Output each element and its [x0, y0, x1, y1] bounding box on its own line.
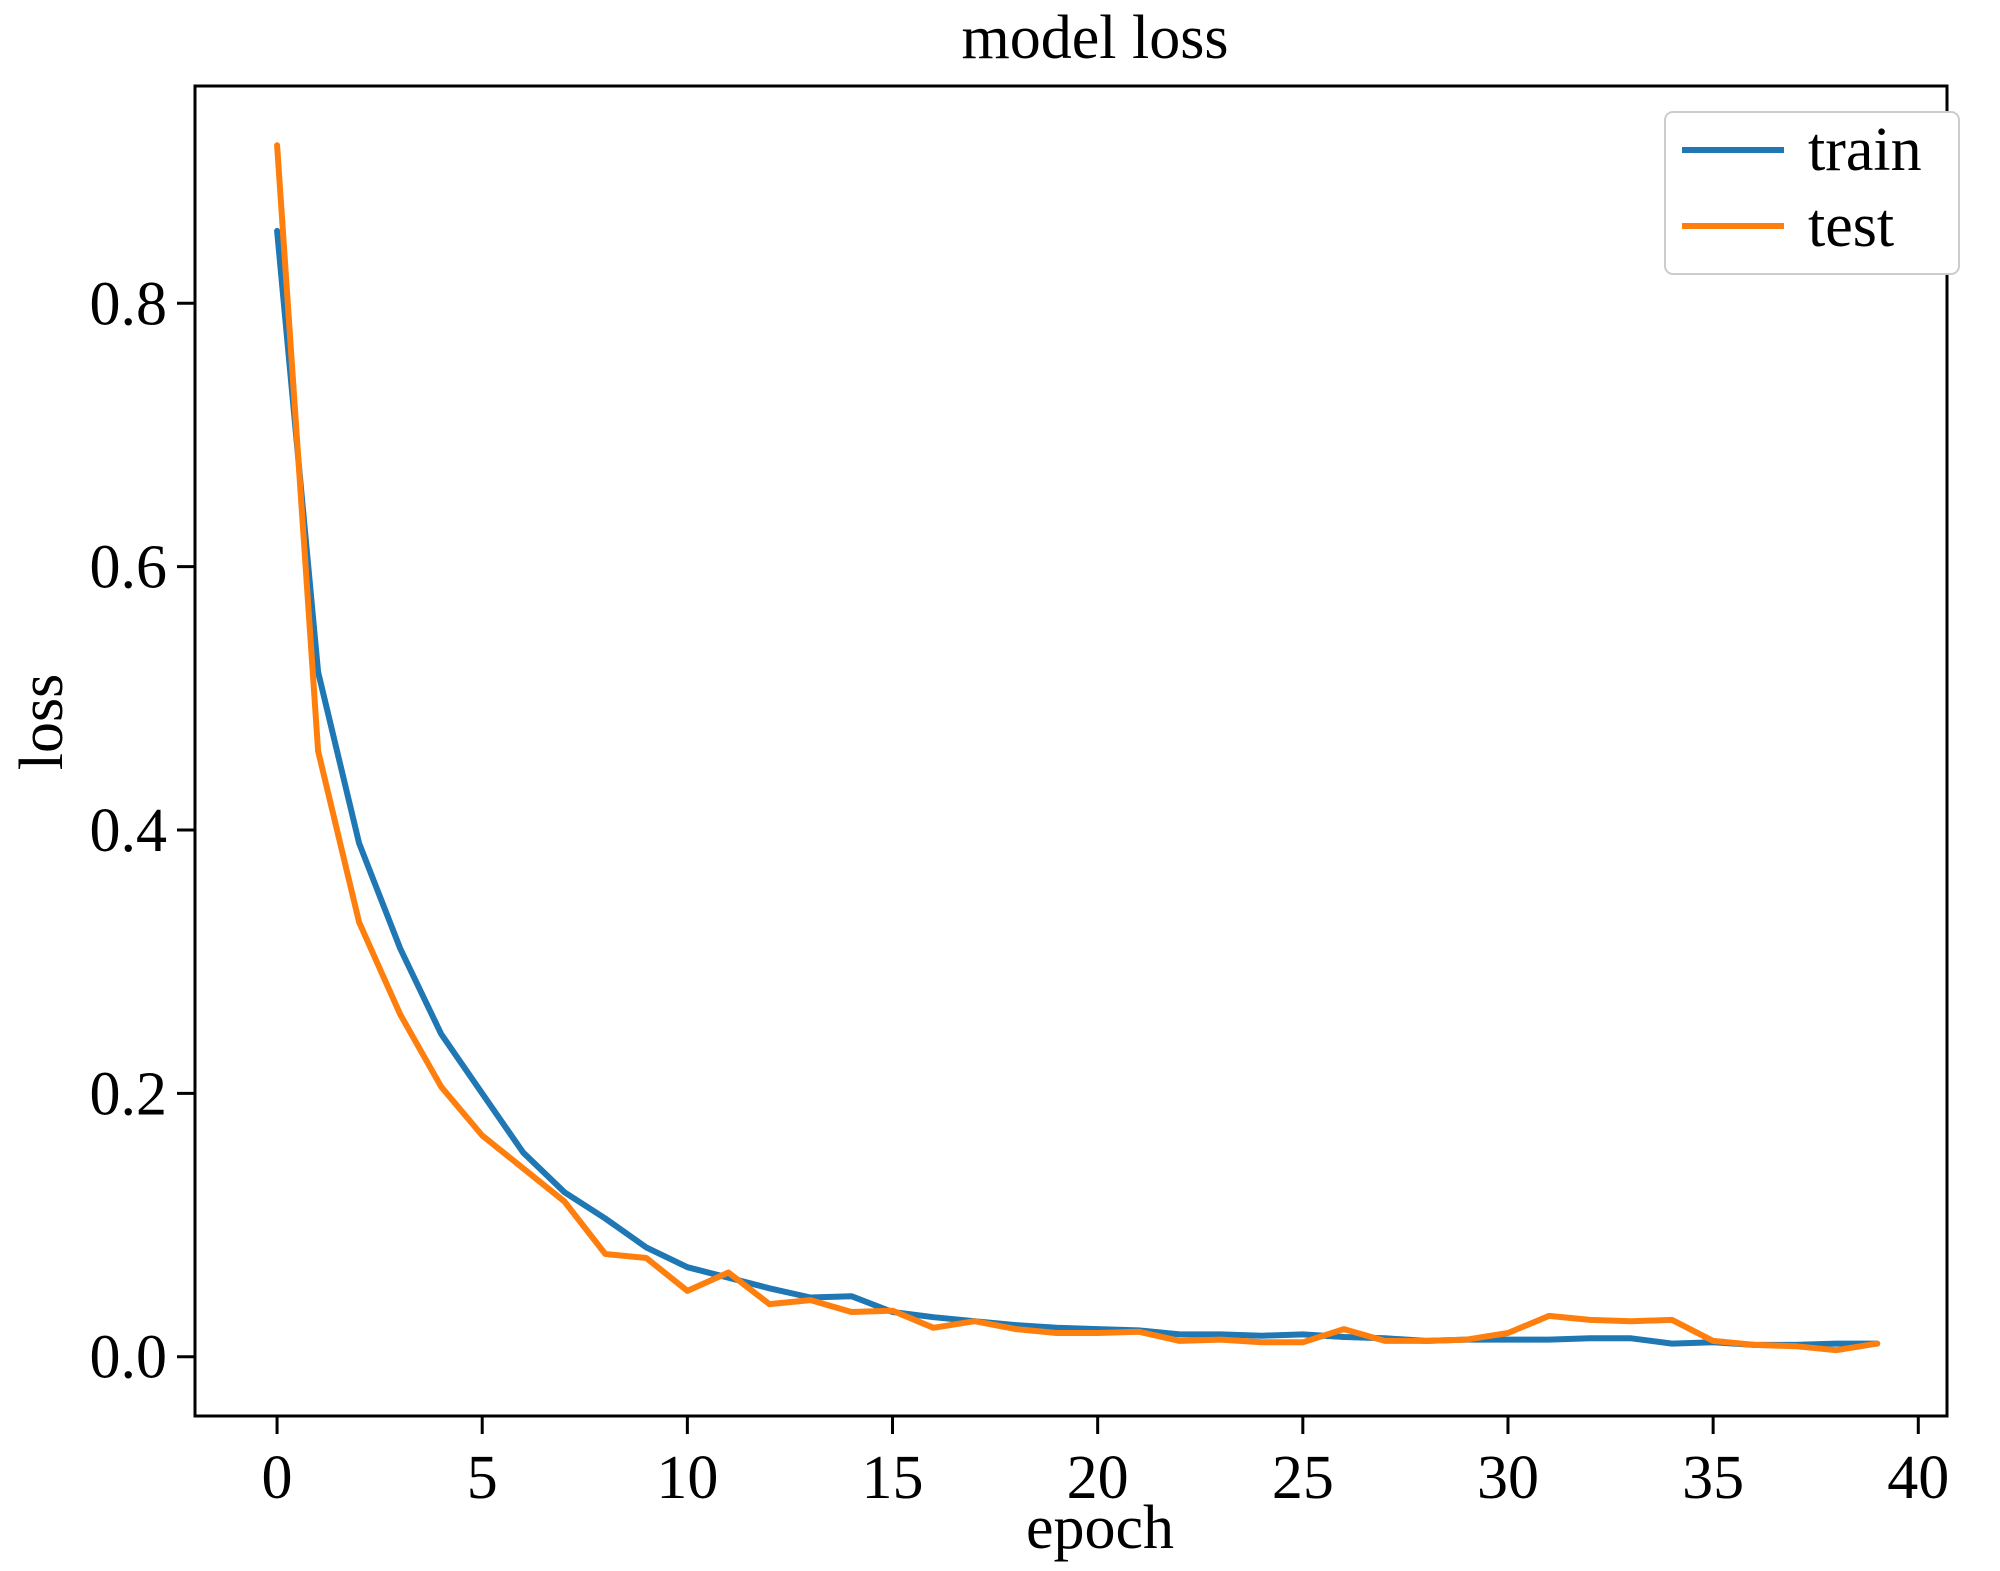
x-tick-label: 35 — [1682, 1444, 1744, 1512]
data-point-test — [1587, 1317, 1593, 1323]
data-point-train — [766, 1285, 772, 1291]
data-point-test — [1833, 1347, 1839, 1353]
data-point-test — [1382, 1338, 1388, 1344]
data-point-test — [1054, 1330, 1060, 1336]
data-point-test — [1177, 1338, 1183, 1344]
chart-title: model loss — [962, 4, 1229, 72]
y-axis-label: loss — [8, 674, 76, 770]
data-point-test — [438, 1084, 444, 1090]
series-layer — [274, 142, 1881, 1354]
data-point-train — [520, 1150, 526, 1156]
data-point-test — [397, 1011, 403, 1017]
data-point-test — [848, 1309, 854, 1315]
data-point-train — [397, 946, 403, 952]
data-point-train — [274, 228, 280, 234]
x-tick-label: 40 — [1887, 1444, 1949, 1512]
data-point-test — [1546, 1313, 1552, 1319]
plot-frame — [193, 84, 1949, 1418]
data-point-test — [643, 1255, 649, 1261]
data-point-test — [1464, 1337, 1470, 1343]
data-point-test — [1300, 1339, 1306, 1345]
legend-label-train: train — [1808, 116, 1922, 184]
x-tick-label: 20 — [1067, 1444, 1129, 1512]
data-point-train — [356, 840, 362, 846]
data-point-test — [1136, 1329, 1142, 1335]
data-point-test — [1669, 1317, 1675, 1323]
y-tick-label: 0.0 — [90, 1324, 168, 1392]
data-point-train — [1259, 1333, 1265, 1339]
data-point-test — [766, 1301, 772, 1307]
x-tick-label: 15 — [862, 1444, 924, 1512]
data-point-train — [1587, 1335, 1593, 1341]
legend-label-test: test — [1808, 192, 1894, 260]
data-point-test — [356, 919, 362, 925]
data-point-test — [520, 1165, 526, 1171]
data-point-train — [643, 1244, 649, 1250]
data-point-train — [1546, 1337, 1552, 1343]
data-point-test — [274, 142, 280, 148]
data-point-train — [1218, 1331, 1224, 1337]
x-tick-label: 10 — [656, 1444, 718, 1512]
y-tick-label: 0.6 — [90, 534, 168, 602]
data-point-train — [315, 669, 321, 675]
data-point-test — [931, 1325, 937, 1331]
data-point-test — [684, 1288, 690, 1294]
data-point-test — [1751, 1342, 1757, 1348]
data-point-test — [1874, 1341, 1880, 1347]
data-point-train — [561, 1189, 567, 1195]
y-axis: 0.0 0.2 0.4 0.6 0.8 — [90, 270, 195, 1392]
data-point-test — [1628, 1318, 1634, 1324]
data-point-test — [1013, 1326, 1019, 1332]
data-point-test — [1218, 1337, 1224, 1343]
x-tick-label: 30 — [1477, 1444, 1539, 1512]
x-tick-label: 5 — [467, 1444, 498, 1512]
legend: train test — [1664, 111, 1960, 275]
data-point-test — [1710, 1338, 1716, 1344]
data-point-train — [1628, 1335, 1634, 1341]
data-point-train — [602, 1215, 608, 1221]
data-point-test — [1341, 1326, 1347, 1332]
data-point-train — [931, 1314, 937, 1320]
data-point-train — [438, 1031, 444, 1037]
data-point-test — [725, 1269, 731, 1275]
x-axis-label: epoch — [1026, 1494, 1174, 1562]
x-tick-label: 0 — [262, 1444, 293, 1512]
data-point-train — [848, 1293, 854, 1299]
data-point-train — [1341, 1334, 1347, 1340]
y-tick-label: 0.2 — [90, 1060, 168, 1128]
series-line-test — [274, 142, 1881, 1354]
data-point-train — [1300, 1331, 1306, 1337]
x-tick-label: 25 — [1272, 1444, 1334, 1512]
data-point-test — [1259, 1339, 1265, 1345]
data-point-test — [1792, 1343, 1798, 1349]
data-point-test — [602, 1251, 608, 1257]
x-axis: 0 5 10 15 20 25 30 35 40 — [262, 1416, 1949, 1512]
y-tick-label: 0.4 — [90, 797, 168, 865]
data-point-test — [972, 1318, 978, 1324]
data-point-test — [1423, 1338, 1429, 1344]
data-point-test — [807, 1297, 813, 1303]
series-line-train — [274, 227, 1881, 1348]
data-point-train — [1833, 1341, 1839, 1347]
data-point-test — [561, 1198, 567, 1204]
data-point-train — [684, 1264, 690, 1270]
data-point-train — [1505, 1337, 1511, 1343]
data-point-test — [315, 748, 321, 754]
y-tick-label: 0.8 — [90, 270, 168, 338]
data-point-test — [479, 1133, 485, 1139]
data-point-train — [1669, 1341, 1675, 1347]
data-point-test — [1095, 1330, 1101, 1336]
data-point-train — [1177, 1331, 1183, 1337]
data-point-test — [1505, 1330, 1511, 1336]
data-point-test — [890, 1308, 896, 1314]
data-point-train — [479, 1090, 485, 1096]
